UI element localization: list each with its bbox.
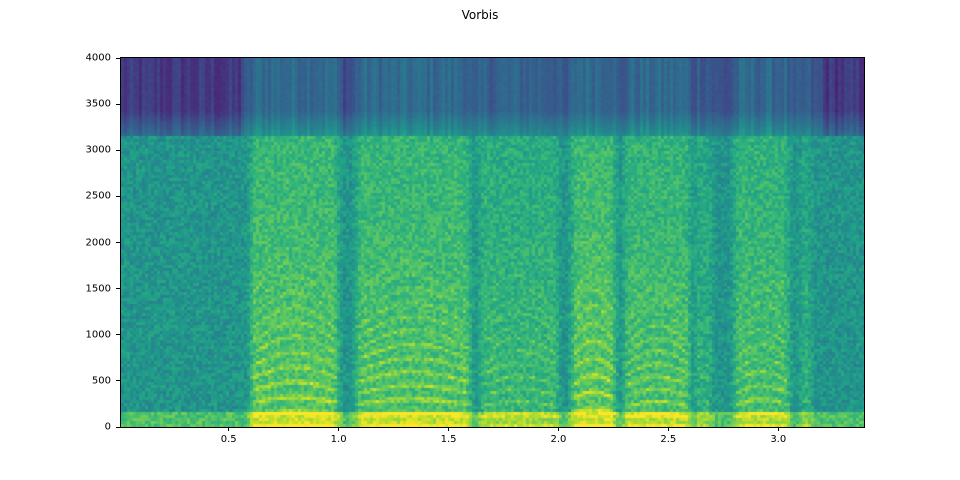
x-tick-mark [777,427,779,431]
x-tick-mark [557,427,559,431]
y-tick-mark [116,288,120,290]
y-tick-mark [116,103,120,105]
chart-title: Vorbis [461,8,499,22]
spectrogram-heatmap [121,58,864,427]
x-tick-label: 1.5 [440,434,457,445]
x-tick-mark [228,427,230,431]
x-tick-mark [338,427,340,431]
y-tick-label: 4000 [85,52,111,64]
x-tick-label: 3.0 [770,434,787,445]
x-tick-label: 0.5 [220,434,237,445]
x-tick-mark [667,427,669,431]
y-tick-mark [116,334,120,336]
x-tick-label: 2.5 [660,434,677,445]
y-tick-label: 3000 [85,144,111,156]
y-tick-label: 500 [91,375,111,387]
x-tick-mark [448,427,450,431]
y-tick-mark [116,242,120,243]
y-tick-label: 1500 [85,283,111,295]
y-tick-mark [116,57,120,59]
y-tick-mark [116,149,120,151]
x-tick-label: 1.0 [330,434,347,445]
plot-area [121,58,864,427]
y-tick-mark [116,426,120,428]
y-tick-label: 0 [104,421,111,433]
y-tick-label: 2500 [85,190,111,202]
y-tick-mark [116,380,120,382]
x-tick-label: 2.0 [550,434,567,445]
y-tick-mark [116,195,120,197]
y-tick-label: 2000 [85,237,111,248]
axes-frame [120,57,865,428]
y-tick-label: 3500 [85,98,111,110]
y-tick-label: 1000 [85,329,111,341]
